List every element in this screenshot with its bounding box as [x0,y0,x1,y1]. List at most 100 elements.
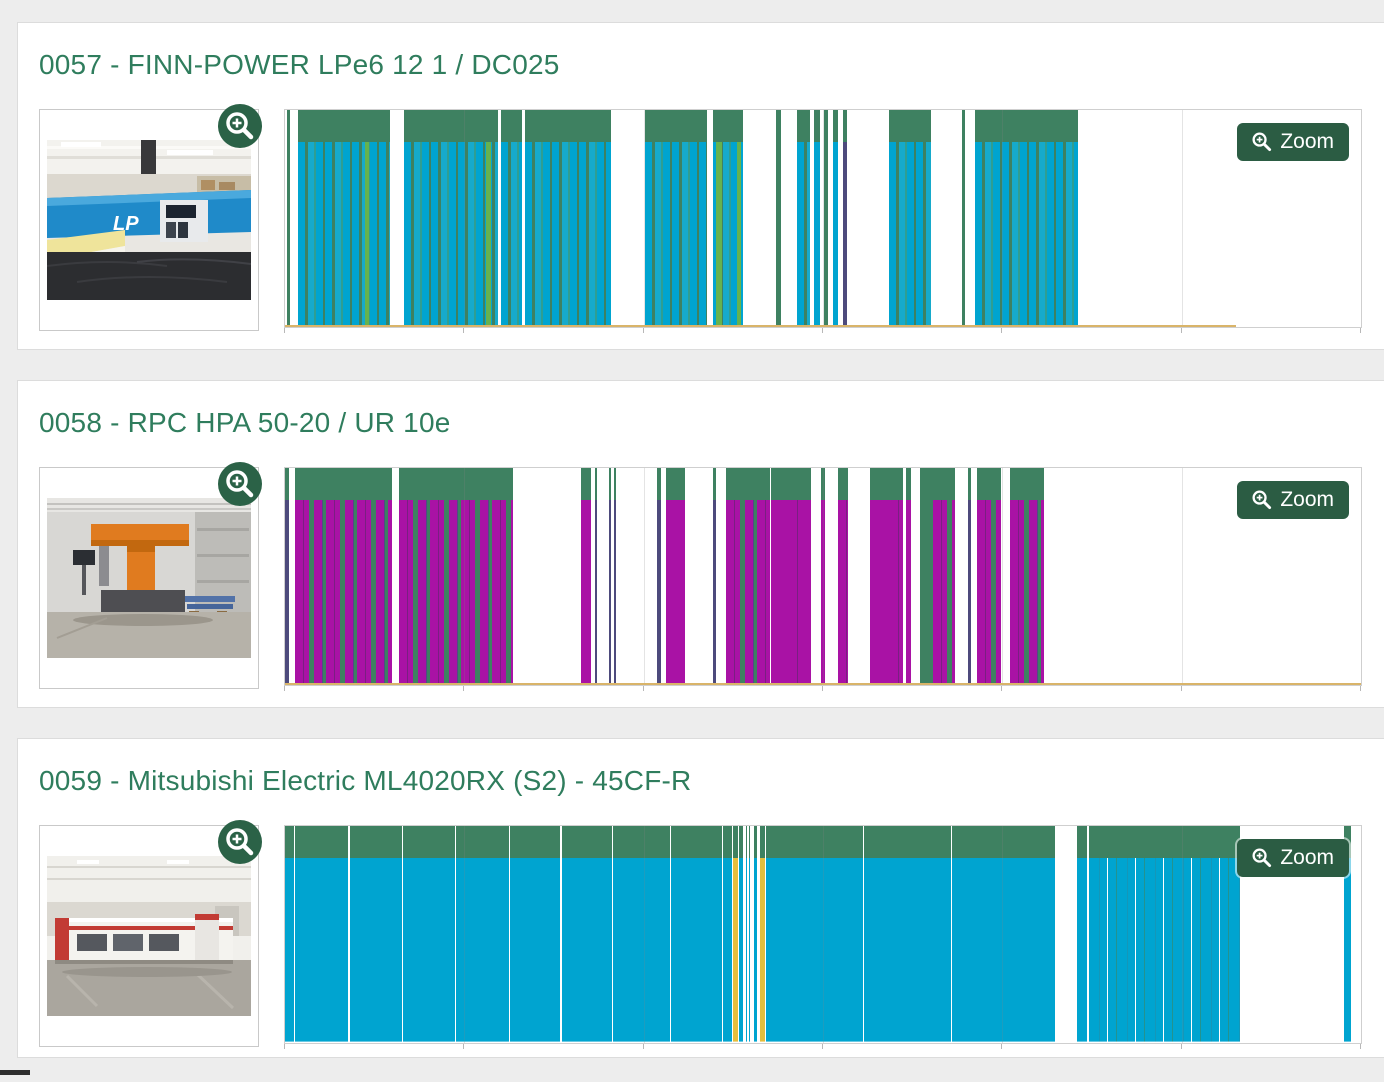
timeline-segment [287,110,291,326]
gridline [823,826,824,1043]
magnifier-badge-icon[interactable] [216,460,264,508]
timeline-segment [759,826,765,1042]
timeline-segment [797,110,811,326]
timeline-segment [905,468,912,684]
machine-photo[interactable] [39,462,262,689]
timeline-segment [665,468,686,684]
scrollbar-remnant [0,1070,30,1075]
timeline-segment [739,826,744,1042]
machine-title: 0059 - Mitsubishi Electric ML4020RX (S2)… [39,765,692,796]
zoom-button[interactable]: Zoom [1237,123,1349,161]
gridline [823,110,824,327]
gridline [1002,468,1004,685]
timeline-segment [657,468,661,684]
zoom-button-label: Zoom [1280,488,1334,511]
timeline-segment [726,468,771,684]
gridline [1002,110,1004,327]
axis-tick [284,686,285,691]
magnifier-plus-icon [1250,130,1273,153]
axis-tick [1180,1044,1182,1049]
gridline [823,468,824,685]
chart-gridlines [285,826,1361,1043]
timeline-segment [294,468,392,684]
gridline [643,826,645,1043]
gridline [464,468,466,685]
axis-tick [822,328,823,333]
timeline-segment [820,468,826,684]
chart-baseline [285,325,1237,327]
status-timeline-chart: Zoom [284,467,1362,691]
magnifier-badge-icon[interactable] [216,818,264,866]
gridline [464,826,466,1043]
timeline-segment [580,468,591,684]
timeline-segment [297,110,391,326]
machine-photo[interactable]: LP [39,104,262,331]
zoom-button[interactable]: Zoom [1237,481,1349,519]
axis-tick [1180,686,1182,691]
magnifier-badge-icon[interactable] [216,102,264,150]
machine-title: 0057 - FINN-POWER LPe6 12 1 / DC025 [39,49,560,80]
timeline-segment [968,468,972,684]
axis-tick [822,686,823,691]
gridline [1181,826,1183,1043]
timeline-segment [838,468,848,684]
axis-tick [642,328,644,333]
timeline-segment [771,468,789,684]
machine-status-list: 0057 - FINN-POWER LPe6 12 1 / DC025 LP [0,22,1384,1058]
status-timeline-chart: Zoom [284,825,1362,1049]
axis-tick [284,1044,285,1049]
timeline-segment [765,826,863,1042]
chart-axis-ticks [284,1043,1361,1049]
timeline-segment [456,826,509,1042]
axis-tick [1180,328,1182,333]
gridline [1002,826,1004,1043]
chart-gridlines [285,110,1361,327]
timeline-segment [716,110,722,326]
timeline-segment [722,826,732,1042]
svg-text:LP: LP [113,213,139,235]
timeline-segment [404,110,499,326]
machine-card-content: LP [18,104,1384,349]
timeline-segment [1343,826,1352,1042]
timeline-segment [524,110,612,326]
machine-photo-illustration [47,498,251,658]
gridline [643,110,645,327]
timeline-segment [608,468,612,684]
timeline-segment [754,826,758,1042]
timeline-segment [961,110,966,326]
chart-segments [285,826,1361,1043]
timeline-segment [863,826,952,1042]
timeline-segment [832,110,839,326]
machine-title: 0058 - RPC HPA 50-20 / UR 10e [39,407,451,438]
timeline-segment [732,826,738,1042]
machine-photo[interactable] [39,820,262,1047]
timeline-segment [1088,826,1241,1042]
timeline-segment [932,468,956,684]
axis-tick [642,686,644,691]
axis-tick [284,328,285,333]
timeline-segment [976,468,1001,684]
magnifier-plus-icon [1250,488,1273,511]
gridline [464,110,466,327]
zoom-button[interactable]: Zoom [1237,839,1349,877]
timeline-segment [614,468,617,684]
chart-axis-ticks [284,685,1361,691]
machine-card-content: Zoom [18,462,1384,707]
timeline-segment [814,110,820,326]
timeline-segment [824,110,829,326]
machine-photo-illustration: LP [47,140,251,300]
chart-axis-ticks [284,327,1361,333]
timeline-segment [613,826,671,1042]
gridline [1181,468,1183,685]
axis-tick [1360,686,1361,691]
axis-tick [463,328,465,333]
timeline-segment [645,110,707,326]
timeline-segment [800,468,812,684]
axis-tick [463,686,465,691]
axis-tick [1001,328,1003,333]
timeline-segment [509,826,561,1042]
timeline-segment [671,826,722,1042]
machine-card: 0057 - FINN-POWER LPe6 12 1 / DC025 LP [17,22,1384,350]
timeline-segment [843,110,847,326]
timeline-segment [285,826,295,1042]
